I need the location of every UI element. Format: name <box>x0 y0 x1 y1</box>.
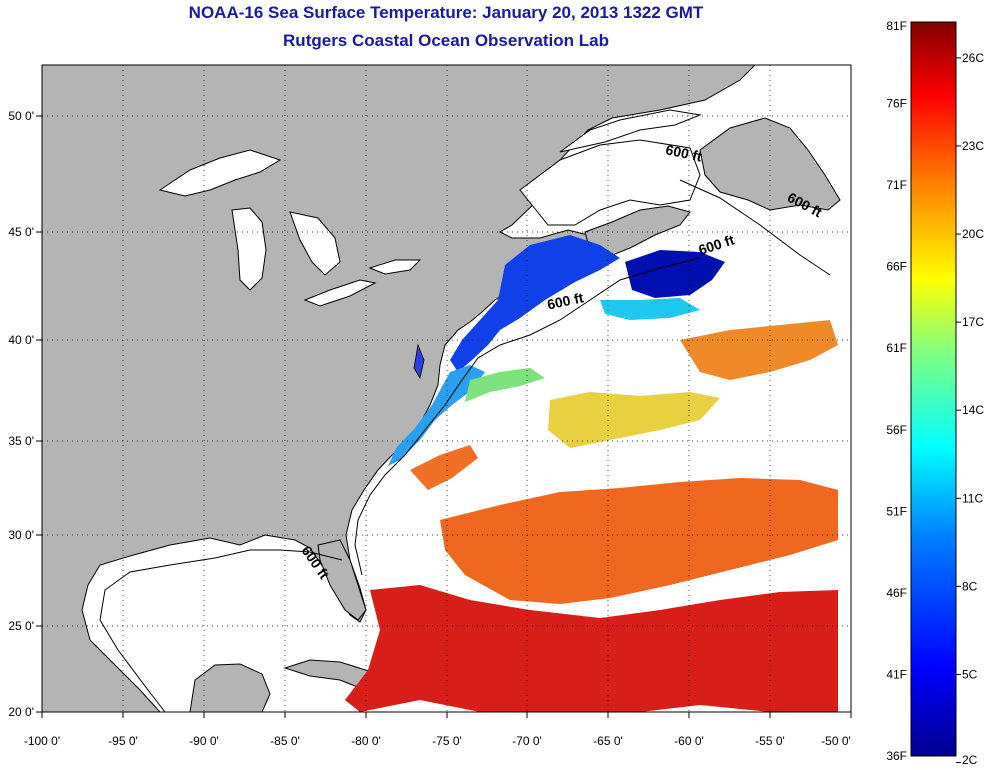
sst-cold-shelf <box>450 235 620 372</box>
colorbar-f-label: 36F <box>886 749 907 763</box>
isobath-label: 600 ft <box>546 289 585 312</box>
sst-gulf-of-maine-cyan <box>600 298 700 320</box>
x-tick-label: -90 0' <box>189 734 219 748</box>
isobath-600ft-line <box>99 179 831 713</box>
y-tick-labels: 50 0' 45 0' 40 0' 35 0' 30 0' 25 0' 20 0… <box>8 109 34 719</box>
y-tick-label: 45 0' <box>8 225 34 239</box>
x-tick-labels: -100 0' -95 0' -90 0' -85 0' -80 0' -75 … <box>24 734 851 748</box>
y-tick-label: 30 0' <box>8 528 34 542</box>
x-tick-label: -55 0' <box>755 734 785 748</box>
y-tick-label: 50 0' <box>8 109 34 123</box>
x-tick-label: -75 0' <box>432 734 462 748</box>
map-subtitle: Rutgers Coastal Ocean Observation Lab <box>283 31 609 50</box>
y-tick-label: 35 0' <box>8 434 34 448</box>
lake-erie <box>303 279 377 307</box>
y-tick-label: 20 0' <box>8 705 34 719</box>
colorbar <box>910 21 957 757</box>
yucatan-land <box>189 663 271 712</box>
colorbar-c-label: 26C <box>962 51 984 65</box>
newfoundland-land <box>699 117 841 211</box>
north-america-land <box>42 65 756 712</box>
colorbar-fahrenheit-labels: 81F 76F 71F 66F 61F 56F 51F 46F 41F 36F <box>886 19 907 763</box>
colorbar-c-label: 14C <box>962 403 984 417</box>
colorbar-f-label: 81F <box>886 19 907 33</box>
sst-gulfstream-orange-east <box>680 320 838 380</box>
x-tick-label: -60 0' <box>674 734 704 748</box>
x-tick-label: -50 0' <box>821 734 851 748</box>
colorbar-f-label: 61F <box>886 341 907 355</box>
y-tick-label: 40 0' <box>8 333 34 347</box>
x-tick-label: -95 0' <box>108 734 138 748</box>
lake-huron <box>289 211 341 276</box>
x-tick-label: -85 0' <box>270 734 300 748</box>
colorbar-c-label: 8C <box>962 579 978 593</box>
sst-tropical-red <box>345 585 838 712</box>
colorbar-c-label: 23C <box>962 139 984 153</box>
st-lawrence-river <box>559 109 702 153</box>
sst-gulfstream-yellow <box>548 392 720 448</box>
sst-slope-green <box>465 368 545 402</box>
x-tick-label: -70 0' <box>512 734 542 748</box>
colorbar-c-label: 11C <box>962 491 983 505</box>
colorbar-f-label: 66F <box>886 260 907 274</box>
x-tick-label: -65 0' <box>593 734 623 748</box>
lake-superior <box>158 149 282 197</box>
axis-tick-marks <box>36 115 852 718</box>
colorbar-c-label: 2C <box>962 753 978 767</box>
sst-warm-band <box>440 478 838 604</box>
colorbar-c-label: 5C <box>962 667 978 681</box>
y-tick-label: 25 0' <box>8 619 34 633</box>
colorbar-f-label: 51F <box>886 504 907 518</box>
colorbar-c-label: 20C <box>962 227 984 241</box>
colorbar-f-label: 56F <box>886 423 907 437</box>
florida-land <box>317 539 367 621</box>
x-tick-label: -80 0' <box>351 734 381 748</box>
colorbar-f-label: 46F <box>886 586 907 600</box>
sst-coastal-orange <box>410 445 478 490</box>
colorbar-c-label: 17C <box>962 315 984 329</box>
colorbar-f-label: 76F <box>886 97 907 111</box>
sst-georges-bank <box>625 250 725 298</box>
chesapeake-bay <box>413 343 425 380</box>
colorbar-f-label: 41F <box>886 667 907 681</box>
x-tick-label: -100 0' <box>24 734 60 748</box>
lake-michigan <box>231 207 267 291</box>
lake-ontario <box>368 259 422 275</box>
colorbar-celsius-labels: 26C 23C 20C 17C 14C 11C 8C 5C 2C <box>956 51 984 767</box>
gulf-st-lawrence-water <box>519 139 701 226</box>
colorbar-f-label: 71F <box>886 178 907 192</box>
map-title: NOAA-16 Sea Surface Temperature: January… <box>188 3 704 22</box>
isobath-label: 600 ft <box>664 141 703 164</box>
